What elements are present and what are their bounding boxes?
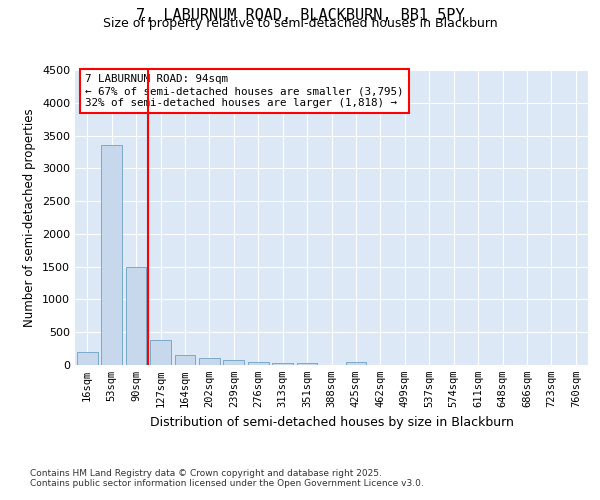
Bar xyxy=(272,362,293,365)
X-axis label: Distribution of semi-detached houses by size in Blackburn: Distribution of semi-detached houses by … xyxy=(149,416,514,428)
Text: 7 LABURNUM ROAD: 94sqm
← 67% of semi-detached houses are smaller (3,795)
32% of : 7 LABURNUM ROAD: 94sqm ← 67% of semi-det… xyxy=(85,74,404,108)
Bar xyxy=(101,146,122,365)
Text: Contains HM Land Registry data © Crown copyright and database right 2025.: Contains HM Land Registry data © Crown c… xyxy=(30,468,382,477)
Bar xyxy=(248,362,269,365)
Text: Contains public sector information licensed under the Open Government Licence v3: Contains public sector information licen… xyxy=(30,478,424,488)
Bar xyxy=(150,340,171,365)
Text: Size of property relative to semi-detached houses in Blackburn: Size of property relative to semi-detach… xyxy=(103,18,497,30)
Bar xyxy=(199,358,220,365)
Bar xyxy=(346,362,367,365)
Bar xyxy=(125,266,146,365)
Text: 7, LABURNUM ROAD, BLACKBURN, BB1 5PY: 7, LABURNUM ROAD, BLACKBURN, BB1 5PY xyxy=(136,8,464,22)
Bar xyxy=(223,360,244,365)
Y-axis label: Number of semi-detached properties: Number of semi-detached properties xyxy=(23,108,37,327)
Bar xyxy=(296,363,317,365)
Bar xyxy=(77,352,98,365)
Bar xyxy=(175,355,196,365)
